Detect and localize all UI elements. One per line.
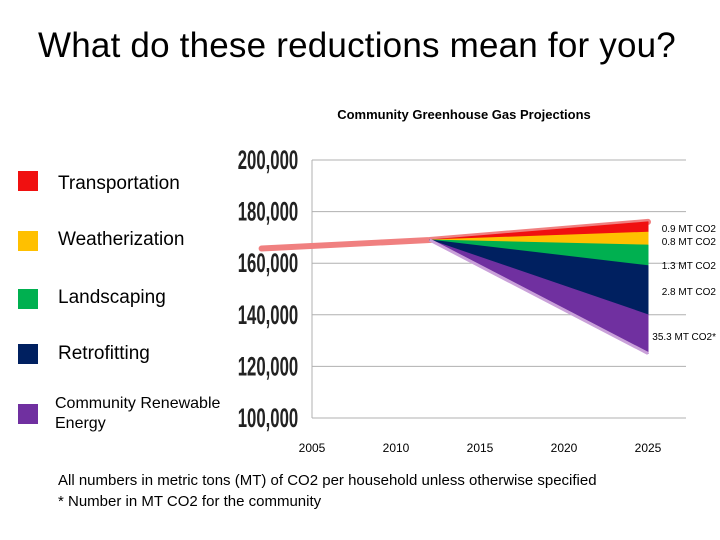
x-tick-label: 2020 [551, 441, 578, 455]
x-tick-label: 2015 [467, 441, 494, 455]
y-tick-label: 160,000 [238, 248, 298, 278]
annotation-community-renewable-energy: 35.3 MT CO2* [652, 332, 716, 343]
legend-label-retrofitting: Retrofitting [58, 343, 150, 364]
legend-label-landscaping: Landscaping [58, 287, 166, 308]
y-axis-ticks: 100,000 120,000 140,000 160,000 180,000 200,0… [238, 145, 298, 433]
y-tick-label: 120,000 [238, 351, 298, 381]
y-tick-label: 180,000 [238, 197, 298, 227]
x-tick-label: 2010 [383, 441, 410, 455]
footnote-line-2: * Number in MT CO2 for the community [58, 493, 322, 510]
legend-swatch-renewable-energy [18, 404, 38, 424]
legend-label-renewable-energy: Community Renewable Energy [55, 395, 221, 432]
annotation-landscaping: 1.3 MT CO2 [662, 261, 717, 272]
annotation-transportation: 0.9 MT CO2 [662, 224, 717, 235]
annotation-weatherization: 0.8 MT CO2 [662, 237, 717, 248]
x-axis-ticks: 2005 2010 2015 2020 2025 [299, 441, 662, 455]
x-tick-label: 2025 [635, 441, 662, 455]
chart-title: Community Greenhouse Gas Projections [337, 107, 591, 122]
y-tick-label: 200,000 [238, 145, 298, 175]
legend-swatch-landscaping [18, 289, 38, 309]
slide-title: What do these reductions mean for you? [38, 26, 676, 65]
legend-swatch-retrofitting [18, 344, 38, 364]
wedge-annotations: 0.9 MT CO2 0.8 MT CO2 1.3 MT CO2 2.8 MT CO2… [652, 224, 716, 343]
x-tick-label: 2005 [299, 441, 326, 455]
legend-label-weatherization: Weatherization [58, 229, 185, 250]
reduction-wedges [258, 218, 651, 355]
y-tick-label: 140,000 [238, 300, 298, 330]
legend-swatch-weatherization [18, 231, 38, 251]
legend-swatch-transportation [18, 171, 38, 191]
legend-label-transportation: Transportation [58, 173, 180, 194]
footnote: All numbers in metric tons (MT) of CO2 p… [58, 470, 597, 512]
annotation-retrofitting: 2.8 MT CO2 [662, 287, 717, 298]
footnote-line-1: All numbers in metric tons (MT) of CO2 p… [58, 472, 597, 489]
wedge-bottom-edge [428, 238, 649, 355]
y-tick-label: 100,000 [238, 403, 298, 433]
